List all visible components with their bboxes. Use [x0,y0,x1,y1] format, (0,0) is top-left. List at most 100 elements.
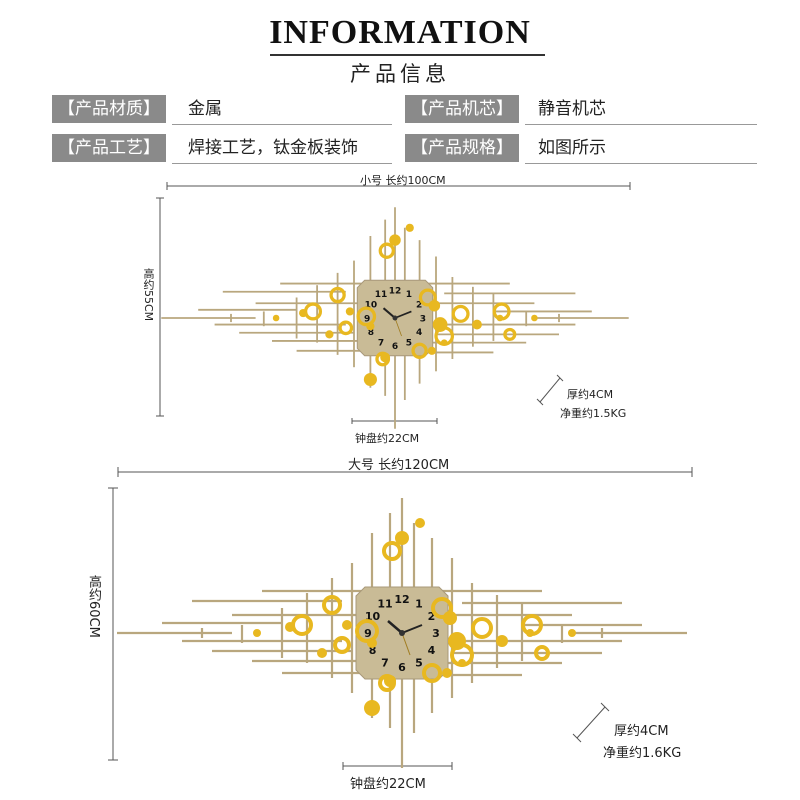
small-thickness-text: 厚约4CM [567,388,614,401]
page-title: INFORMATION [269,14,531,51]
large-thickness-text: 厚约4CM [614,724,669,739]
dimension-tick [600,702,610,712]
dial-number: 7 [378,338,384,348]
spec-divider [525,124,757,125]
dial-number: 2 [416,300,422,310]
dimension-tick [556,374,564,382]
spec-size-value: 如图所示 [538,138,606,158]
spec-divider [525,163,757,164]
dial-number: 11 [375,290,388,300]
spec-material-label: 【产品材质】 [52,95,166,123]
spec-craft: 【产品工艺】 焊接工艺，钛金板装饰 [52,134,392,164]
spec-movement: 【产品机芯】 静音机芯 [405,95,757,125]
second-hand [394,317,402,337]
dial-number: 12 [394,593,409,606]
gold-dot [345,307,354,316]
dial-number: 7 [381,656,389,669]
spec-movement-label: 【产品机芯】 [405,95,519,123]
small-weight-text: 净重约1.5KG [560,407,627,420]
gold-dot [253,629,261,637]
thickness-marker [539,377,561,403]
dial-number: 3 [420,314,426,324]
dial-number: 1 [415,598,423,611]
gold-dot [427,346,436,355]
gold-ring [503,327,517,341]
dial-number: 5 [415,656,423,669]
gold-dot [496,635,508,647]
small-height-text: 高约55CM [142,268,155,322]
dial-number: 1 [406,290,412,300]
gold-ring [329,286,346,304]
gold-dot [395,531,409,545]
dimension-tick [572,733,582,743]
minute-hand [401,624,423,634]
gold-dot [363,372,377,387]
gold-dot [389,234,401,246]
gold-ring [451,304,470,323]
gold-ring [431,597,453,619]
hand-pivot [392,315,398,321]
dial-number: 8 [369,644,377,657]
gold-ring [291,614,313,636]
gold-dot [405,223,414,232]
dial-number: 8 [368,328,374,338]
spec-divider [172,163,392,164]
gold-ring [418,288,437,307]
gold-dot [272,314,280,322]
gold-dot [531,314,538,322]
small-dial-text: 钟盘约22CM [355,432,420,445]
gold-ring [492,302,511,321]
gold-dot [342,620,352,630]
dial-number: 11 [377,598,392,611]
large-height-text: 高约60CM [86,575,101,638]
gold-ring [411,342,428,359]
spec-craft-value: 焊接工艺，钛金板装饰 [188,138,358,158]
dial-number: 6 [392,342,398,352]
gold-ring [471,617,493,639]
gold-ring [534,645,550,661]
gold-ring [434,326,455,346]
gold-ring [521,614,543,636]
gold-ring [356,306,377,327]
dial-number: 9 [364,627,372,640]
gold-dot [415,518,425,528]
dial-number: 10 [365,300,378,310]
thickness-marker [576,706,606,739]
gold-ring [355,619,379,643]
spec-craft-label: 【产品工艺】 [52,134,166,162]
second-hand [401,632,411,656]
page-subtitle: 产品信息 [350,62,450,86]
spec-material-value: 金属 [188,99,222,119]
gold-ring [422,663,442,683]
gold-ring [338,320,354,336]
gold-dot [325,330,334,339]
gold-dot [568,629,576,637]
minute-hand [394,310,412,319]
spec-divider [172,124,392,125]
gold-ring [378,242,395,259]
spec-material: 【产品材质】 金属 [52,95,392,125]
dial-number: 4 [416,328,422,338]
dial-number: 12 [389,286,402,296]
hour-hand [382,307,396,319]
large-dial-text: 钟盘约22CM [350,777,426,792]
dial-number: 2 [428,610,436,623]
gold-dot [472,319,482,330]
gold-ring [322,595,342,615]
dial-number: 6 [398,661,406,674]
spec-movement-value: 静音机芯 [538,99,606,119]
large-length-text: 大号 长约120CM [348,458,450,473]
dial-number: 4 [428,644,436,657]
gold-dot [317,648,327,658]
gold-ring [378,674,396,692]
spec-size-label: 【产品规格】 [405,134,519,162]
gold-dot [442,668,452,678]
small-length-text: 小号 长约100CM [360,174,446,187]
large-weight-text: 净重约1.6KG [603,746,682,761]
dial-number: 5 [406,338,412,348]
gold-dot [364,700,380,716]
gold-ring [382,541,402,561]
hour-hand [387,620,403,634]
gold-ring [450,643,474,667]
